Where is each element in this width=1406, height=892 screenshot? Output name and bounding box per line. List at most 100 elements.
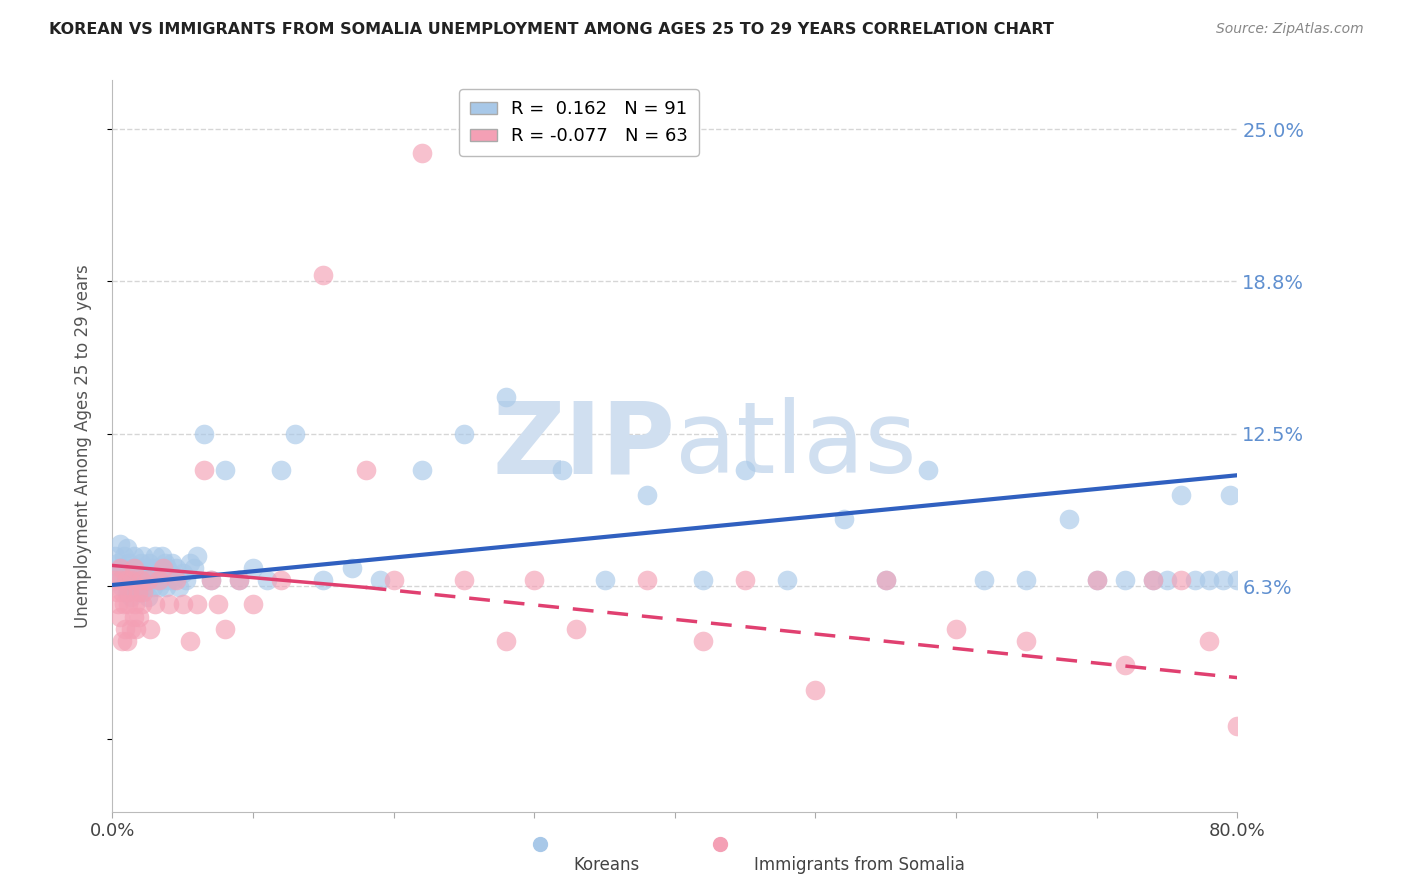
Point bbox=[340, 561, 363, 575]
Point bbox=[156, 561, 179, 575]
Point bbox=[129, 573, 152, 587]
Point bbox=[354, 463, 377, 477]
Text: Immigrants from Somalia: Immigrants from Somalia bbox=[754, 855, 965, 873]
Point bbox=[117, 598, 139, 612]
Point bbox=[120, 622, 142, 636]
Point bbox=[115, 634, 138, 648]
Point bbox=[122, 573, 145, 587]
Point bbox=[1085, 573, 1108, 587]
Point bbox=[132, 585, 155, 599]
Point bbox=[636, 488, 658, 502]
Point bbox=[1015, 573, 1038, 587]
Point bbox=[495, 634, 517, 648]
Point bbox=[1198, 573, 1220, 587]
Point bbox=[165, 561, 187, 575]
Point bbox=[1015, 634, 1038, 648]
Point bbox=[1226, 719, 1249, 733]
Point bbox=[183, 561, 205, 575]
Point bbox=[111, 585, 134, 599]
Point bbox=[172, 598, 194, 612]
Point bbox=[143, 566, 166, 580]
Text: Koreans: Koreans bbox=[574, 855, 640, 873]
Point bbox=[1142, 573, 1164, 587]
Point bbox=[1219, 488, 1241, 502]
Point bbox=[186, 598, 208, 612]
Point bbox=[110, 573, 132, 587]
Text: KOREAN VS IMMIGRANTS FROM SOMALIA UNEMPLOYMENT AMONG AGES 25 TO 29 YEARS CORRELA: KOREAN VS IMMIGRANTS FROM SOMALIA UNEMPL… bbox=[49, 22, 1054, 37]
Point bbox=[125, 581, 148, 595]
Point bbox=[523, 573, 546, 587]
Text: ZIP: ZIP bbox=[492, 398, 675, 494]
Point bbox=[200, 573, 222, 587]
Point bbox=[1184, 573, 1206, 587]
Point bbox=[136, 573, 159, 587]
Point bbox=[127, 585, 149, 599]
Point bbox=[565, 622, 588, 636]
Point bbox=[124, 598, 146, 612]
Point bbox=[152, 561, 174, 575]
Text: Source: ZipAtlas.com: Source: ZipAtlas.com bbox=[1216, 22, 1364, 37]
Point bbox=[115, 573, 138, 587]
Point bbox=[1085, 573, 1108, 587]
Point bbox=[1114, 658, 1136, 673]
Point bbox=[368, 573, 391, 587]
Point bbox=[118, 585, 141, 599]
Point bbox=[162, 573, 184, 587]
Point bbox=[128, 573, 150, 587]
Point bbox=[152, 573, 174, 587]
Point bbox=[1212, 573, 1234, 587]
Point bbox=[153, 556, 176, 570]
Point bbox=[228, 573, 250, 587]
Point bbox=[141, 561, 163, 575]
Point bbox=[108, 561, 131, 575]
Point bbox=[127, 561, 149, 575]
Point bbox=[875, 573, 897, 587]
Point bbox=[114, 622, 136, 636]
Text: atlas: atlas bbox=[675, 398, 917, 494]
Point bbox=[131, 598, 153, 612]
Point bbox=[636, 573, 658, 587]
Point bbox=[143, 598, 166, 612]
Point bbox=[593, 573, 616, 587]
Point bbox=[112, 598, 135, 612]
Point bbox=[107, 556, 129, 570]
Point bbox=[115, 585, 138, 599]
Point bbox=[551, 463, 574, 477]
Point bbox=[242, 561, 264, 575]
Point bbox=[134, 581, 156, 595]
Point bbox=[114, 566, 136, 580]
Point bbox=[172, 566, 194, 580]
Point bbox=[734, 573, 756, 587]
Point bbox=[117, 573, 139, 587]
Point bbox=[1057, 512, 1080, 526]
Point bbox=[207, 598, 229, 612]
Point bbox=[186, 549, 208, 563]
Point bbox=[124, 566, 146, 580]
Point bbox=[804, 682, 827, 697]
Point bbox=[160, 556, 183, 570]
Point bbox=[142, 581, 165, 595]
Point bbox=[179, 556, 201, 570]
Point bbox=[115, 541, 138, 556]
Point bbox=[104, 573, 127, 587]
Point bbox=[108, 573, 131, 587]
Point bbox=[270, 463, 292, 477]
Point bbox=[1156, 573, 1178, 587]
Point bbox=[108, 536, 131, 550]
Point bbox=[776, 573, 799, 587]
Y-axis label: Unemployment Among Ages 25 to 29 years: Unemployment Among Ages 25 to 29 years bbox=[73, 264, 91, 628]
Point bbox=[132, 549, 155, 563]
Point bbox=[136, 590, 159, 604]
Point bbox=[136, 573, 159, 587]
Point bbox=[148, 581, 170, 595]
Point bbox=[157, 598, 180, 612]
Point bbox=[139, 622, 162, 636]
Point bbox=[167, 581, 190, 595]
Point bbox=[111, 581, 134, 595]
Point bbox=[107, 598, 129, 612]
Point bbox=[734, 463, 756, 477]
Point bbox=[382, 573, 405, 587]
Point bbox=[139, 573, 162, 587]
Point bbox=[122, 609, 145, 624]
Point bbox=[495, 390, 517, 404]
